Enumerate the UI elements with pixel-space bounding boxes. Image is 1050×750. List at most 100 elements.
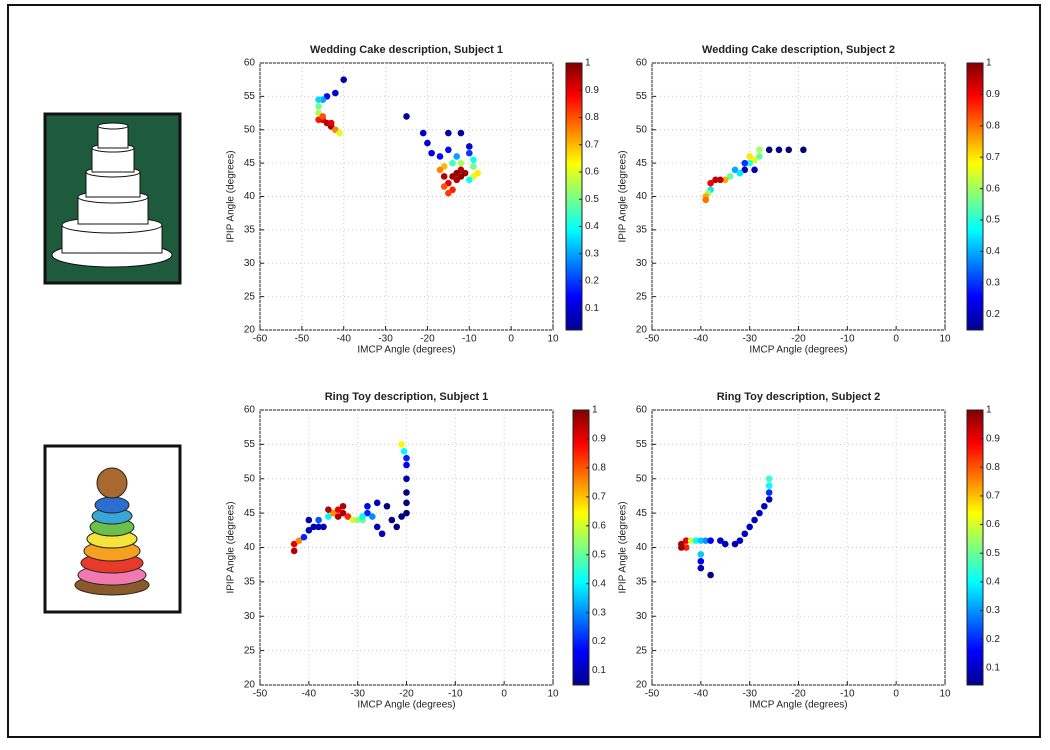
y-tick-label: 45: [244, 508, 256, 519]
y-tick-label: 20: [244, 325, 256, 336]
scatter-chart: -50 -40 -30 -20 -10 0 10 20 25 30 35 40 45 50 55 60 Ring…: [226, 391, 607, 711]
point: [436, 153, 444, 160]
point: [393, 523, 401, 531]
y-tick-label: 25: [636, 645, 648, 656]
point: [731, 166, 739, 174]
point: [310, 523, 318, 531]
point: [378, 530, 386, 538]
y-tick-label: 35: [244, 225, 256, 236]
point: [403, 509, 410, 517]
x-tick-label: 10: [547, 334, 559, 345]
colorbar-tick-label: 0.5: [986, 215, 1000, 226]
point: [319, 113, 327, 120]
y-tick-label: 55: [636, 91, 648, 102]
point: [707, 571, 714, 579]
point: [746, 523, 753, 531]
colorbar-tick-label: 0.9: [592, 434, 606, 445]
y-tick-label: 20: [244, 680, 256, 691]
point: [305, 527, 313, 534]
point: [751, 156, 758, 164]
colorbar-tick-label: 0.2: [592, 636, 606, 647]
point: [445, 146, 452, 154]
point: [388, 516, 396, 524]
colorbar-tick-label: 0.4: [986, 246, 1000, 257]
colorbar-tick-label: 0.7: [585, 139, 599, 150]
y-tick-label: 35: [636, 577, 648, 588]
colorbar-tick-label: 0.5: [986, 548, 1000, 559]
point: [731, 540, 739, 548]
colorbar-tick-label: 0.1: [585, 303, 599, 314]
point: [457, 129, 465, 137]
point: [354, 516, 361, 524]
y-tick-label: 35: [636, 225, 648, 236]
colorbar-tick-label: 0.7: [986, 491, 1000, 502]
point: [453, 153, 461, 160]
colorbar-tick-label: 0.8: [986, 120, 1000, 131]
x-tick-label: -30: [742, 334, 757, 345]
colorbar-tick-label: 1: [592, 405, 598, 416]
colorbar-tick-label: 0.6: [592, 520, 606, 531]
point: [329, 509, 337, 517]
colorbar-tick-label: 1: [585, 58, 591, 69]
ring-toy-icon: [43, 444, 182, 614]
colorbar: [572, 409, 590, 686]
x-axis-label: IMCP Angle (degrees): [357, 345, 455, 356]
colorbar-tick-label: 1: [986, 58, 992, 69]
colorbar-tick-label: 0.9: [986, 89, 1000, 100]
point: [465, 143, 473, 150]
y-tick-label: 50: [636, 124, 648, 135]
point: [765, 482, 773, 489]
colorbar-tick-label: 0.5: [592, 549, 606, 560]
point: [741, 159, 749, 167]
point: [765, 489, 773, 496]
y-axis-label: IPIP Angle (degrees): [226, 150, 237, 242]
x-tick-label: -60: [253, 334, 268, 345]
x-axis-label: IMCP Angle (degrees): [749, 700, 847, 711]
point: [419, 129, 427, 137]
point: [290, 540, 298, 548]
point: [359, 513, 366, 520]
y-tick-label: 30: [244, 258, 256, 269]
point: [741, 530, 749, 538]
point: [751, 166, 758, 174]
colorbar-tick-label: 0.9: [986, 433, 1000, 444]
point: [315, 523, 322, 531]
x-tick-label: -50: [295, 334, 310, 345]
point: [436, 166, 444, 174]
point: [692, 537, 700, 544]
point: [717, 176, 724, 184]
point: [736, 537, 744, 544]
point: [721, 540, 729, 548]
point: [687, 537, 695, 544]
y-axis-label: IPIP Angle (degrees): [618, 501, 629, 593]
y-tick-label: 60: [636, 405, 648, 416]
point: [785, 146, 793, 154]
y-tick-label: 40: [244, 191, 256, 202]
point: [465, 176, 473, 184]
point: [424, 139, 431, 147]
x-tick-label: 0: [508, 334, 514, 345]
point: [315, 103, 322, 110]
colorbar-tick-label: 0.6: [585, 167, 599, 178]
point: [364, 509, 371, 517]
point: [721, 176, 729, 184]
y-tick-label: 60: [244, 58, 256, 69]
point: [800, 146, 807, 154]
y-tick-label: 35: [244, 577, 256, 588]
x-tick-label: -10: [840, 334, 855, 345]
x-tick-label: -20: [399, 689, 414, 700]
point: [325, 506, 332, 513]
point: [320, 523, 327, 531]
colorbar-tick-label: 0.3: [592, 607, 606, 618]
point: [765, 146, 773, 154]
point: [445, 189, 452, 197]
colorbar-tick-label: 0.2: [986, 309, 1000, 320]
point: [400, 447, 408, 455]
scatter-chart: -60 -50 -40 -30 -20 -10 0 10 20 25 30 35 40 45 50 55 60 W…: [226, 44, 600, 356]
point: [697, 557, 705, 565]
x-tick-label: -50: [645, 334, 660, 345]
y-tick-label: 50: [244, 473, 256, 484]
y-tick-label: 55: [244, 91, 256, 102]
x-tick-label: -40: [336, 334, 351, 345]
